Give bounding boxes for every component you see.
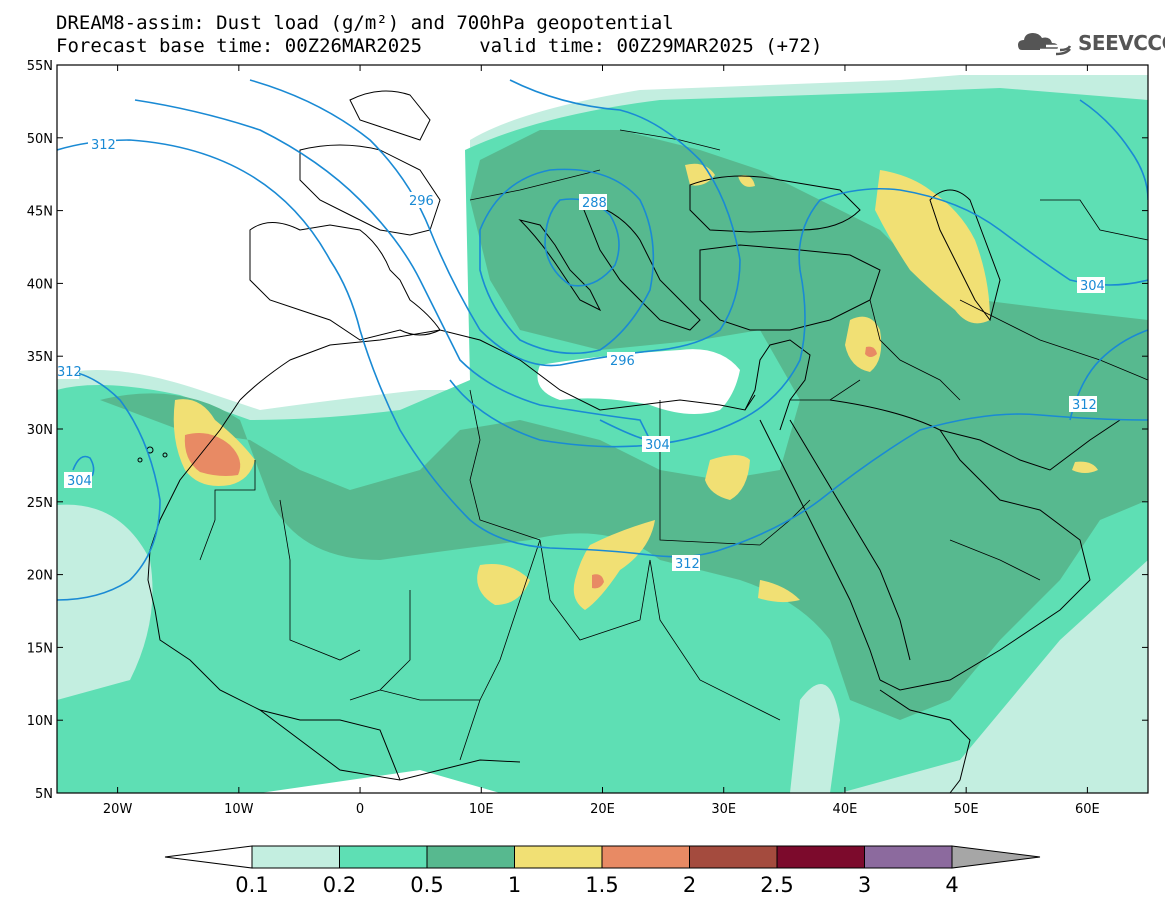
lat-label: 25N (27, 496, 53, 511)
colorbar-label: 2 (683, 873, 696, 897)
colorbar-label: 1 (508, 873, 521, 897)
contour-label: 312 (57, 365, 82, 380)
contour-labels: 312 296 288 296 304 312 304 312 304 312 (57, 136, 1105, 572)
dust-field: 312 296 288 296 304 312 304 312 304 312 (57, 65, 1148, 793)
coastlines (137, 90, 1121, 793)
colorbar-label: 2.5 (760, 873, 793, 897)
geopotential-contours (57, 79, 1148, 601)
colorbar-label: 3 (858, 873, 871, 897)
lon-label: 30E (711, 802, 736, 817)
colorbar-segment (514, 845, 603, 869)
colorbar-over (951, 845, 1041, 869)
colorbar-segment (864, 845, 953, 869)
lon-label: 10W (224, 802, 254, 817)
forecast-times: Forecast base time: 00Z26MAR2025 valid t… (56, 35, 823, 57)
latitude-axis: 55N 50N 45N 40N 35N 30N 25N 20N 15N 10N 5N (27, 59, 1148, 802)
longitude-axis: 20W 10W 0 10E 20E 30E 40E 50E 60E (103, 65, 1100, 817)
lon-label: 20E (590, 802, 615, 817)
dust-level-1.5 (184, 346, 877, 589)
colorbar-segment (601, 845, 690, 869)
lat-label: 45N (27, 205, 53, 220)
dust-clear-area (790, 684, 840, 793)
contour-label: 296 (409, 194, 434, 209)
colorbar-label: 0.2 (323, 873, 356, 897)
colorbar-label: 0.5 (410, 873, 443, 897)
contour-304 (249, 79, 741, 367)
contour-296 (134, 99, 652, 441)
logo-text: SEEVCCC (1078, 31, 1165, 55)
dust-level-0.5 (100, 130, 1148, 720)
contour-label: 288 (582, 196, 607, 211)
colorbar: 0.1 0.2 0.5 1 1.5 2 2.5 3 4 (164, 845, 1041, 897)
lat-label: 35N (27, 350, 53, 365)
contour-label: 312 (91, 138, 116, 153)
lon-label: 0 (356, 802, 364, 817)
dust-clear-area (960, 580, 1148, 793)
chart-title: DREAM8-assim: Dust load (g/m²) and 700hP… (56, 12, 674, 34)
contour-label: 304 (1080, 279, 1105, 294)
dust-clear-area (537, 349, 740, 414)
contour-304-west (72, 455, 95, 477)
lat-label: 5N (35, 787, 53, 802)
contour-label: 312 (675, 557, 700, 572)
contour-312-west (57, 369, 161, 601)
lat-label: 30N (27, 423, 53, 438)
contour-label: 312 (1072, 398, 1097, 413)
lon-label: 60E (1075, 802, 1100, 817)
lat-label: 20N (27, 569, 53, 584)
colorbar-label: 1.5 (585, 873, 618, 897)
lon-label: 50E (954, 802, 979, 817)
colorbar-under (164, 845, 253, 869)
colorbar-label: 0.1 (235, 873, 268, 897)
contour-304-northeast (1079, 99, 1148, 201)
lat-label: 15N (27, 641, 53, 656)
contour-312-north (57, 139, 1148, 558)
colorbar-segment (689, 845, 778, 869)
seevccc-logo: SEEVCCC (1016, 28, 1165, 58)
contour-304-south (449, 187, 1148, 448)
lat-label: 10N (27, 714, 53, 729)
contour-label: 296 (610, 354, 635, 369)
lon-label: 20W (103, 802, 133, 817)
cloud-icon (1018, 33, 1072, 56)
contour-296-inner (479, 168, 655, 355)
contour-label: 304 (645, 438, 670, 453)
lat-label: 40N (27, 277, 53, 292)
lat-label: 50N (27, 132, 53, 147)
dust-clear-area (57, 504, 153, 700)
lon-label: 40E (833, 802, 858, 817)
lat-label: 55N (27, 59, 53, 74)
lon-label: 10E (469, 802, 494, 817)
colorbar-segment (426, 845, 515, 869)
contour-label: 304 (67, 474, 92, 489)
colorbar-segment (251, 845, 340, 869)
colorbar-segment (339, 845, 428, 869)
contour-288 (544, 198, 620, 287)
colorbar-segment (776, 845, 865, 869)
colorbar-label: 4 (945, 873, 958, 897)
